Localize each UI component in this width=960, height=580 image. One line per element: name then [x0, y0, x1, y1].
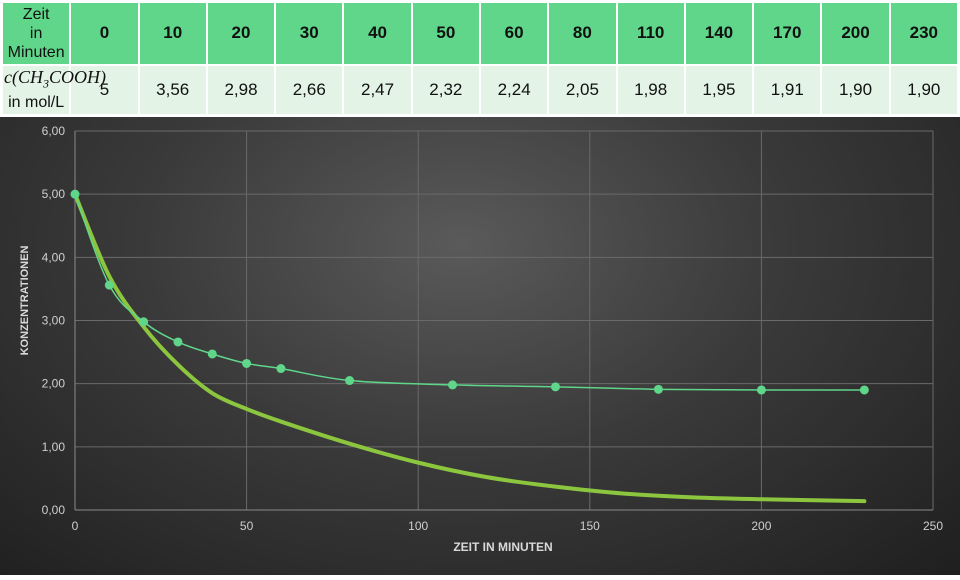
concentration-cell: 2,32	[410, 63, 481, 117]
measured-series-line	[74, 193, 866, 391]
y-axis-title: KONZENTRATIONEN	[19, 246, 31, 356]
concentration-formula: c(CH3COOH)	[4, 67, 106, 94]
x-tick-label: 150	[580, 519, 600, 533]
concentration-chart: 0,00 1,00 2,00 3,00 4,00 5,00 6,00 0 50 100 150 200…	[19, 124, 944, 554]
data-point-marker	[242, 358, 252, 368]
y-tick-label: 2,00	[42, 377, 66, 391]
y-tick-label: 1,00	[42, 440, 66, 454]
concentration-unit: in mol/L	[8, 94, 65, 112]
concentration-row-label: c(CH3COOH) in mol/L	[0, 63, 106, 117]
concentration-cell: 2,05	[547, 63, 618, 117]
data-point-marker	[173, 337, 183, 347]
time-cell: 40	[342, 1, 413, 66]
data-point-marker	[756, 385, 766, 395]
x-tick-label: 50	[240, 519, 254, 533]
time-label-line2: in Minuten	[7, 24, 65, 61]
concentration-cell: 2,98	[205, 63, 277, 117]
chart-panel: 0,00 1,00 2,00 3,00 4,00 5,00 6,00 0 50 100 150 200…	[0, 117, 960, 575]
time-cell: 200	[820, 1, 891, 66]
time-cell: 110	[615, 1, 686, 66]
data-table: Zeit in Minuten 0 10 20 30 40 50 60 80 1…	[0, 1, 960, 117]
data-point-marker	[653, 384, 663, 394]
formula-text: c(CH3COOH)	[4, 66, 107, 91]
time-cell: 10	[137, 1, 208, 66]
y-tick-label: 6,00	[42, 124, 66, 138]
y-tick-label: 5,00	[42, 187, 66, 201]
concentration-cell: 1,90	[888, 63, 960, 117]
time-row-label: Zeit in Minuten	[0, 1, 72, 66]
x-tick-label: 200	[751, 519, 771, 533]
time-cell: 60	[478, 1, 550, 66]
data-point-marker	[448, 380, 458, 390]
time-cell: 140	[683, 1, 755, 66]
data-point-marker	[104, 280, 114, 290]
data-point-marker	[207, 349, 217, 359]
time-cell: 0	[69, 1, 140, 66]
x-tick-label: 100	[408, 519, 428, 533]
model-curve-line	[73, 192, 867, 504]
time-cell: 80	[547, 1, 618, 66]
time-cell: 20	[205, 1, 277, 66]
time-cell: 170	[752, 1, 823, 66]
data-point-marker	[139, 317, 149, 327]
concentration-cell: 5	[69, 63, 140, 117]
grid-lines	[74, 130, 934, 511]
concentration-cell: 2,66	[274, 63, 345, 117]
time-cell: 230	[888, 1, 960, 66]
data-point-marker	[345, 376, 355, 386]
time-cell: 50	[410, 1, 481, 66]
data-point-marker	[550, 382, 560, 392]
concentration-cell: 1,95	[683, 63, 755, 117]
data-point-marker	[70, 189, 80, 199]
concentration-cell: 1,91	[752, 63, 823, 117]
data-table-container: Zeit in Minuten 0 10 20 30 40 50 60 80 1…	[0, 0, 960, 117]
tick-labels: 0,00 1,00 2,00 3,00 4,00 5,00 6,00 0 50 100 150 200…	[42, 124, 944, 533]
x-axis-title: ZEIT IN MINUTEN	[453, 540, 552, 554]
concentration-cell: 2,47	[342, 63, 413, 117]
y-tick-label: 0,00	[42, 503, 66, 517]
time-label-line1: Zeit	[22, 5, 50, 23]
concentration-cell: 2,24	[478, 63, 550, 117]
data-point-marker	[276, 364, 286, 374]
x-tick-label: 0	[72, 519, 79, 533]
time-cell: 30	[274, 1, 345, 66]
x-tick-label: 250	[923, 519, 943, 533]
table-row-concentration: c(CH3COOH) in mol/L 5 3,56 2,98 2,66 2,4…	[0, 63, 960, 117]
y-tick-label: 4,00	[42, 250, 66, 264]
concentration-cell: 1,90	[820, 63, 891, 117]
y-tick-label: 3,00	[42, 314, 66, 328]
series-layer	[70, 189, 869, 504]
table-row-time: Zeit in Minuten 0 10 20 30 40 50 60 80 1…	[0, 1, 960, 66]
data-point-marker	[859, 385, 869, 395]
concentration-cell: 3,56	[137, 63, 208, 117]
concentration-cell: 1,98	[615, 63, 686, 117]
